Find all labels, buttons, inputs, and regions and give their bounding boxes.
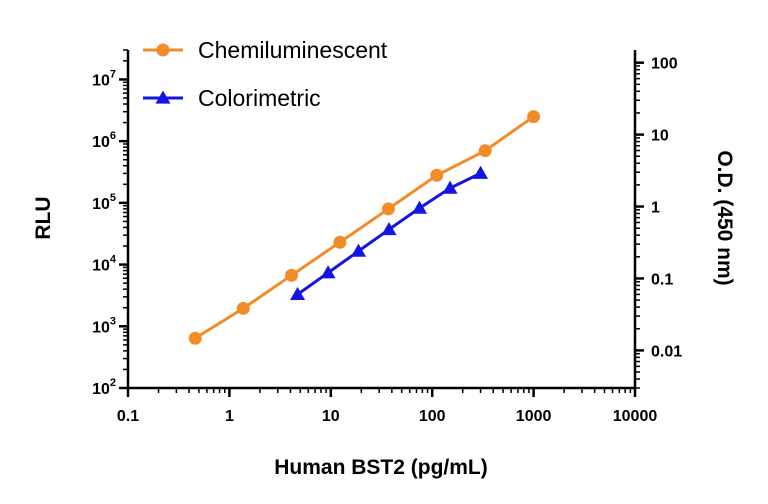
- data-point: [333, 235, 347, 249]
- data-point: [412, 200, 428, 214]
- data-point: [527, 110, 541, 124]
- legend-item: Chemiluminescent: [143, 37, 388, 63]
- legend-marker: [155, 90, 171, 104]
- legend-label: Colorimetric: [198, 85, 321, 111]
- data-point: [320, 265, 336, 279]
- y-tick-label: 105: [92, 192, 116, 213]
- data-point: [478, 144, 492, 158]
- y2-axis-title: O.D. (450 nm): [713, 150, 736, 285]
- y-axis-title: RLU: [32, 196, 55, 239]
- y2-tick-label: 1: [651, 200, 660, 217]
- data-point: [430, 168, 444, 182]
- x-tick-label: 1000: [516, 408, 552, 425]
- legend: Chemiluminescent Colorimetric: [143, 37, 388, 111]
- y2-tick-label: 100: [651, 56, 678, 73]
- x-tick-label: 10: [322, 408, 340, 425]
- legend-marker: [156, 43, 170, 57]
- x-tick-label: 10000: [613, 408, 658, 425]
- y2-tick-label: 0.01: [651, 343, 682, 360]
- data-point: [473, 165, 489, 179]
- y-tick-label: 107: [92, 68, 116, 89]
- y-tick-label: 102: [92, 377, 116, 398]
- data-point: [290, 286, 306, 301]
- data-point: [285, 268, 299, 282]
- y-tick-label: 104: [92, 254, 117, 275]
- series-layer: [188, 110, 541, 345]
- y-tick-label: 106: [92, 130, 116, 151]
- series-1: [290, 165, 489, 301]
- data-point: [442, 180, 458, 194]
- y-tick-label: 103: [92, 315, 116, 336]
- x-tick-label: 0.1: [117, 408, 139, 425]
- x-axis-title: Human BST2 (pg/mL): [274, 456, 488, 479]
- data-point: [188, 331, 202, 345]
- legend-item: Colorimetric: [143, 85, 321, 111]
- series-0: [188, 110, 541, 345]
- data-point: [381, 202, 395, 216]
- data-point: [381, 221, 397, 236]
- series-line: [194, 115, 535, 340]
- axes: 0.1 1 10 100 1000 10000 102 103 104 105 106 107 0.01…: [92, 49, 682, 425]
- x-tick-label: 1: [225, 408, 234, 425]
- data-point: [236, 301, 250, 315]
- y2-tick-label: 0.1: [651, 271, 673, 288]
- data-point: [350, 243, 366, 257]
- legend-label: Chemiluminescent: [198, 37, 388, 63]
- x-tick-label: 100: [419, 408, 446, 425]
- y2-tick-label: 10: [651, 128, 669, 145]
